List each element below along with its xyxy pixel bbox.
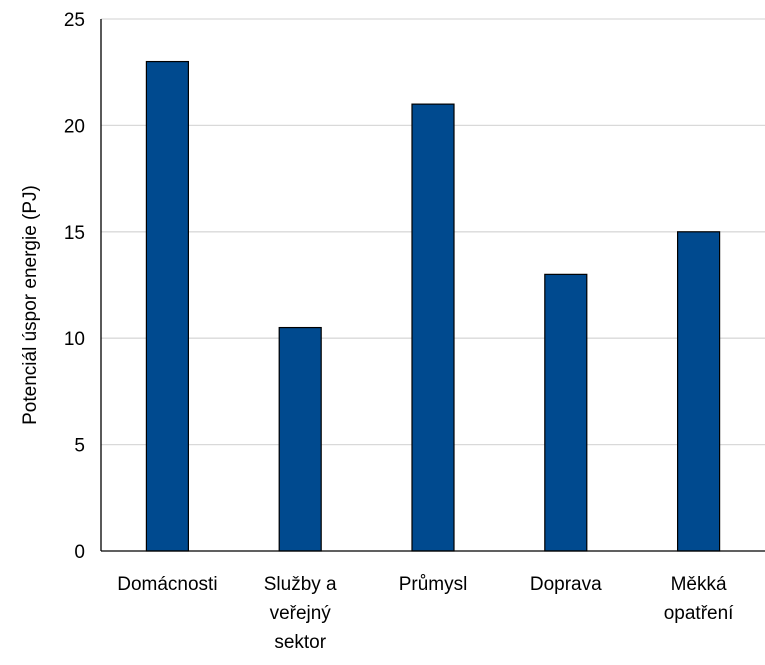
bar-5 (676, 231, 721, 552)
x-category-labels: Domácnosti Služby a veřejný sektor Průmysl Do… (117, 574, 734, 653)
bar-3 (411, 103, 455, 552)
y-tick-label: 20 (64, 116, 85, 137)
y-tick-labels: 0 5 10 15 20 25 (64, 10, 85, 563)
x-category-label: Průmysl (399, 574, 468, 595)
x-category-label: Měkká opatření (664, 574, 734, 624)
bar-4 (544, 273, 588, 552)
axes (100, 19, 765, 552)
y-tick-label: 5 (74, 436, 85, 457)
y-tick-label: 15 (64, 223, 85, 244)
y-tick-label: 10 (64, 329, 85, 350)
bars (145, 60, 721, 552)
x-category-label: Domácnosti (117, 574, 217, 595)
x-category-label: Doprava (530, 574, 602, 595)
bar-1 (145, 60, 189, 552)
y-axis-title: Potenciál úspor energie (PJ) (20, 185, 41, 425)
bar-2 (278, 326, 322, 552)
x-category-label: Služby a veřejný sektor (264, 574, 337, 653)
y-tick-label: 0 (74, 542, 85, 563)
y-tick-label: 25 (64, 10, 85, 31)
